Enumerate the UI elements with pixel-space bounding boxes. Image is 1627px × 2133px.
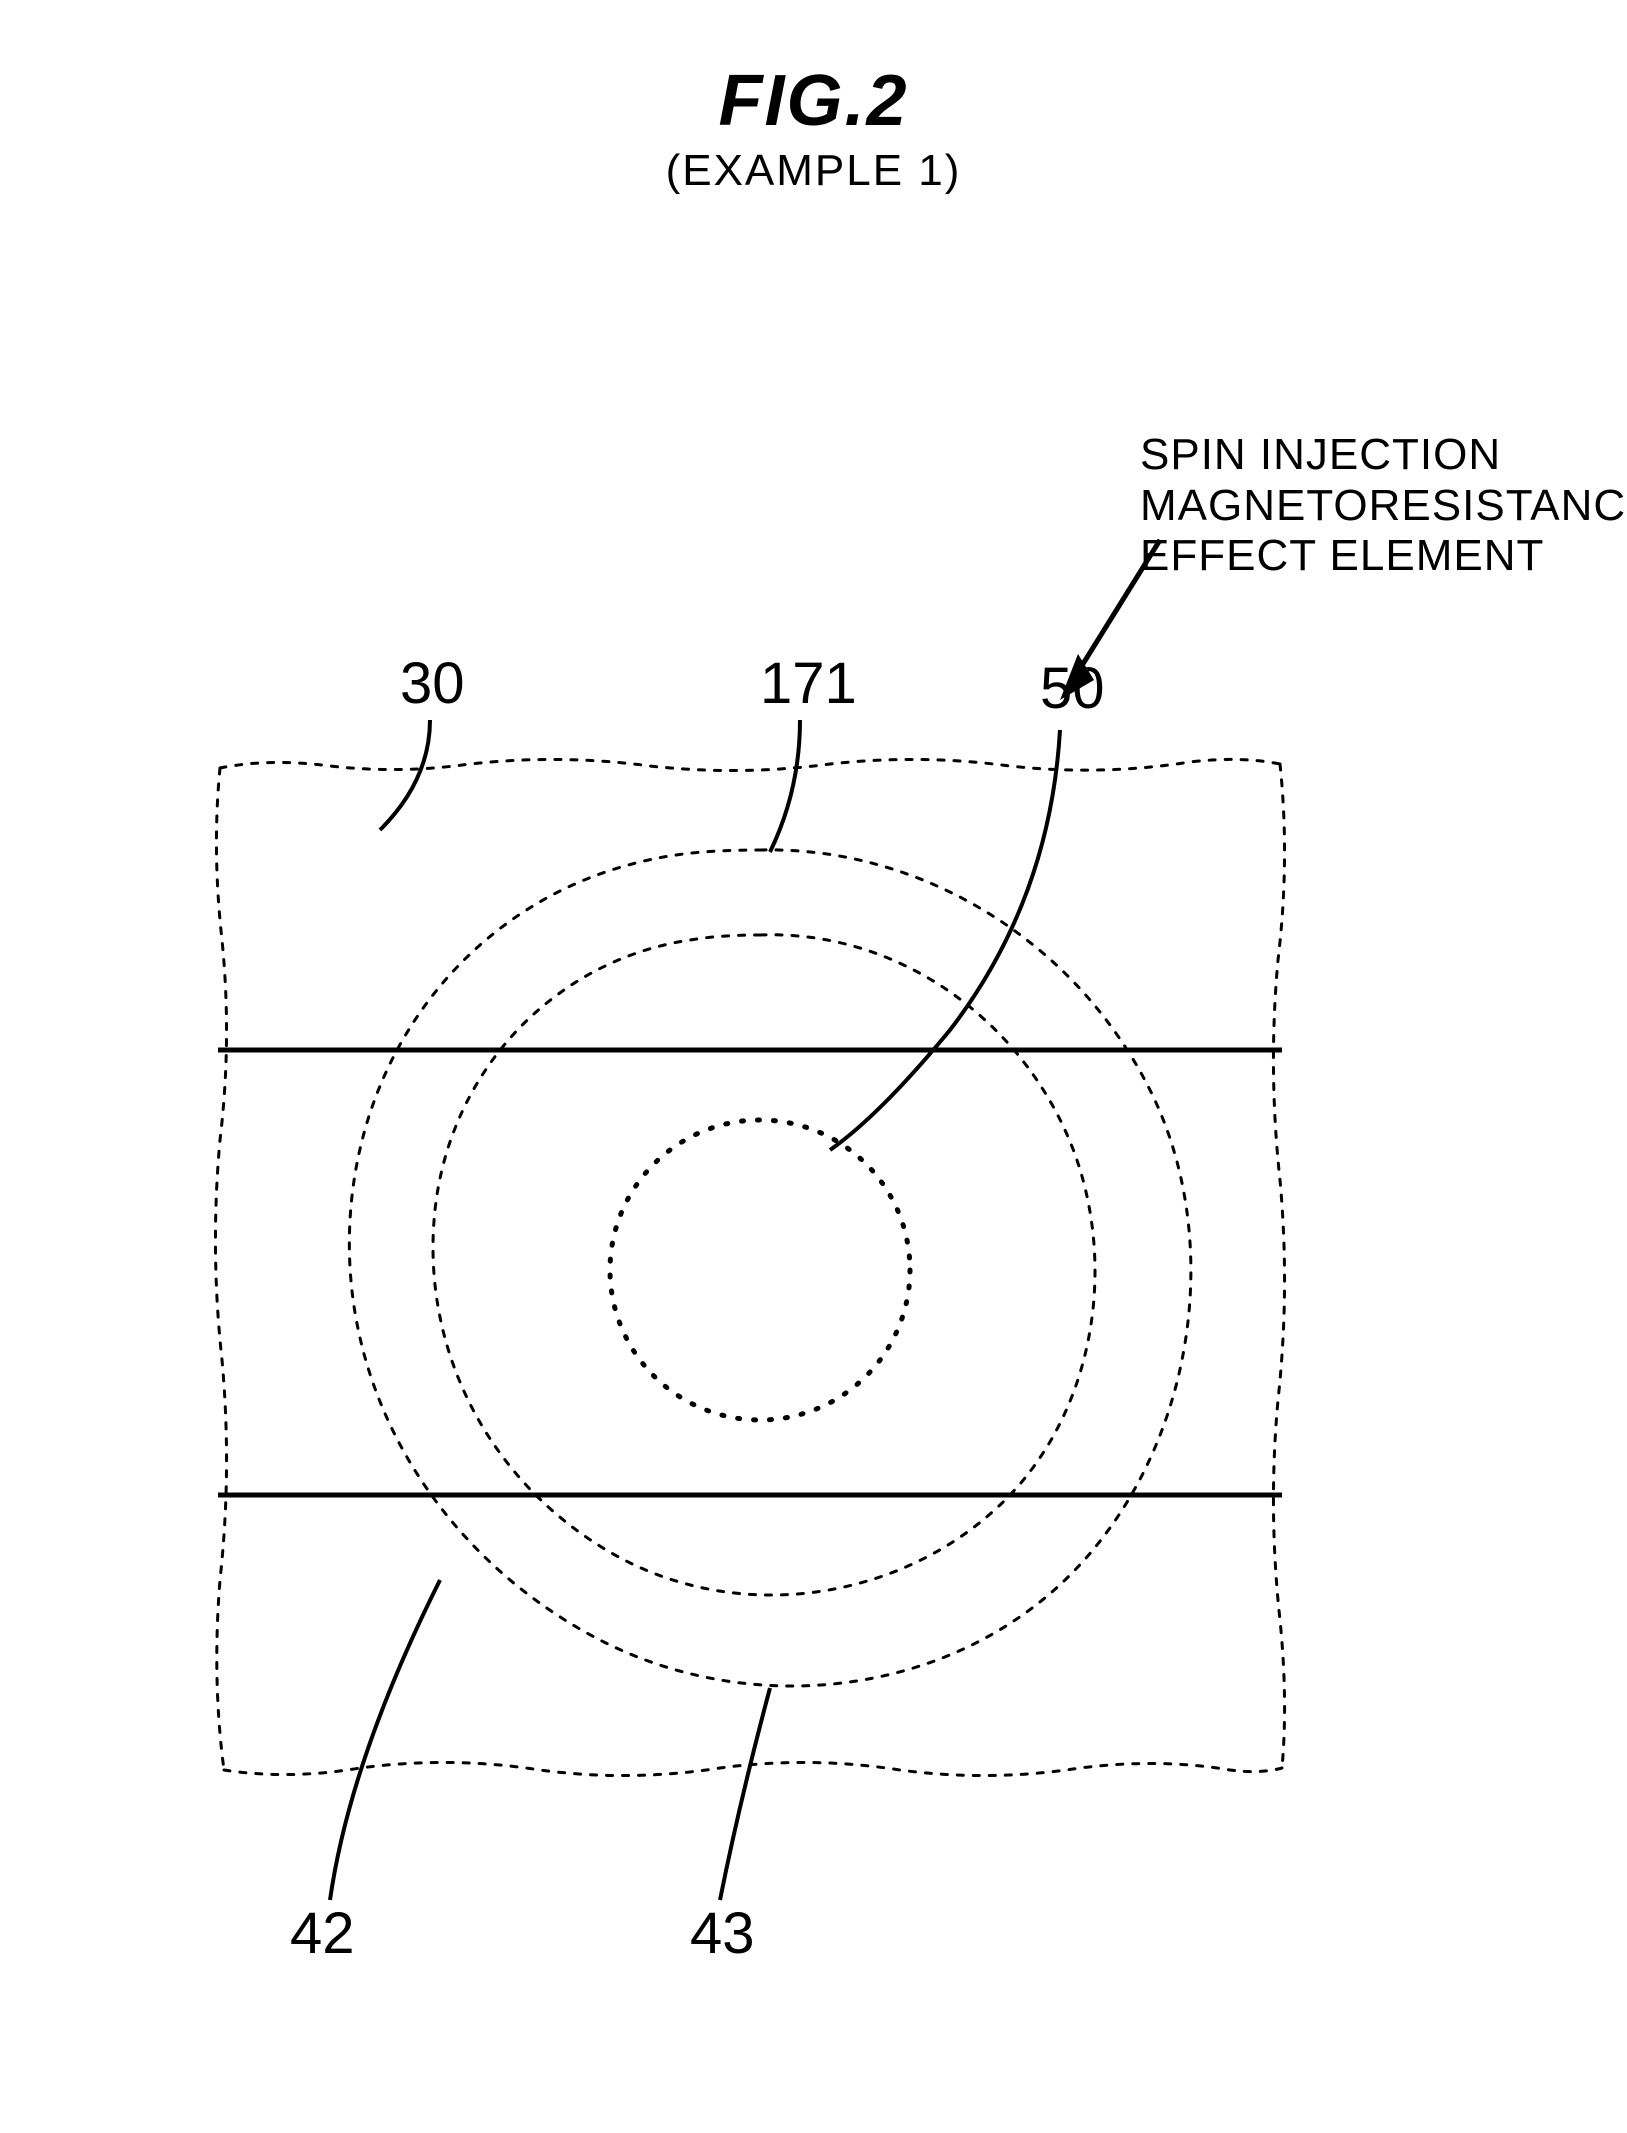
callout-line3: EFFECT ELEMENT [1140, 531, 1627, 582]
rect-bottom-edge [224, 1762, 1282, 1775]
callout-line1: SPIN INJECTION [1140, 430, 1627, 481]
leader-42 [330, 1580, 440, 1900]
leader-30 [380, 720, 430, 830]
label-171: 171 [760, 650, 857, 717]
rect-top-edge [220, 759, 1280, 770]
label-43: 43 [690, 1900, 755, 1967]
callout-line2: MAGNETORESISTANCE- [1140, 481, 1627, 532]
leader-43 [720, 1688, 770, 1900]
outer-circle [349, 850, 1191, 1686]
label-50: 50 [1040, 655, 1105, 722]
callout-text: SPIN INJECTION MAGNETORESISTANCE- EFFECT… [1140, 430, 1627, 582]
label-30: 30 [400, 650, 465, 717]
leader-171 [770, 720, 800, 852]
label-42: 42 [290, 1900, 355, 1967]
figure-svg [0, 0, 1627, 2133]
figure-page: FIG.2 (EXAMPLE 1) SPIN IN [0, 0, 1627, 2133]
inner-circle [610, 1120, 910, 1420]
leader-50 [830, 730, 1060, 1150]
rect-left-edge [215, 768, 226, 1770]
rect-right-edge [1273, 764, 1284, 1768]
